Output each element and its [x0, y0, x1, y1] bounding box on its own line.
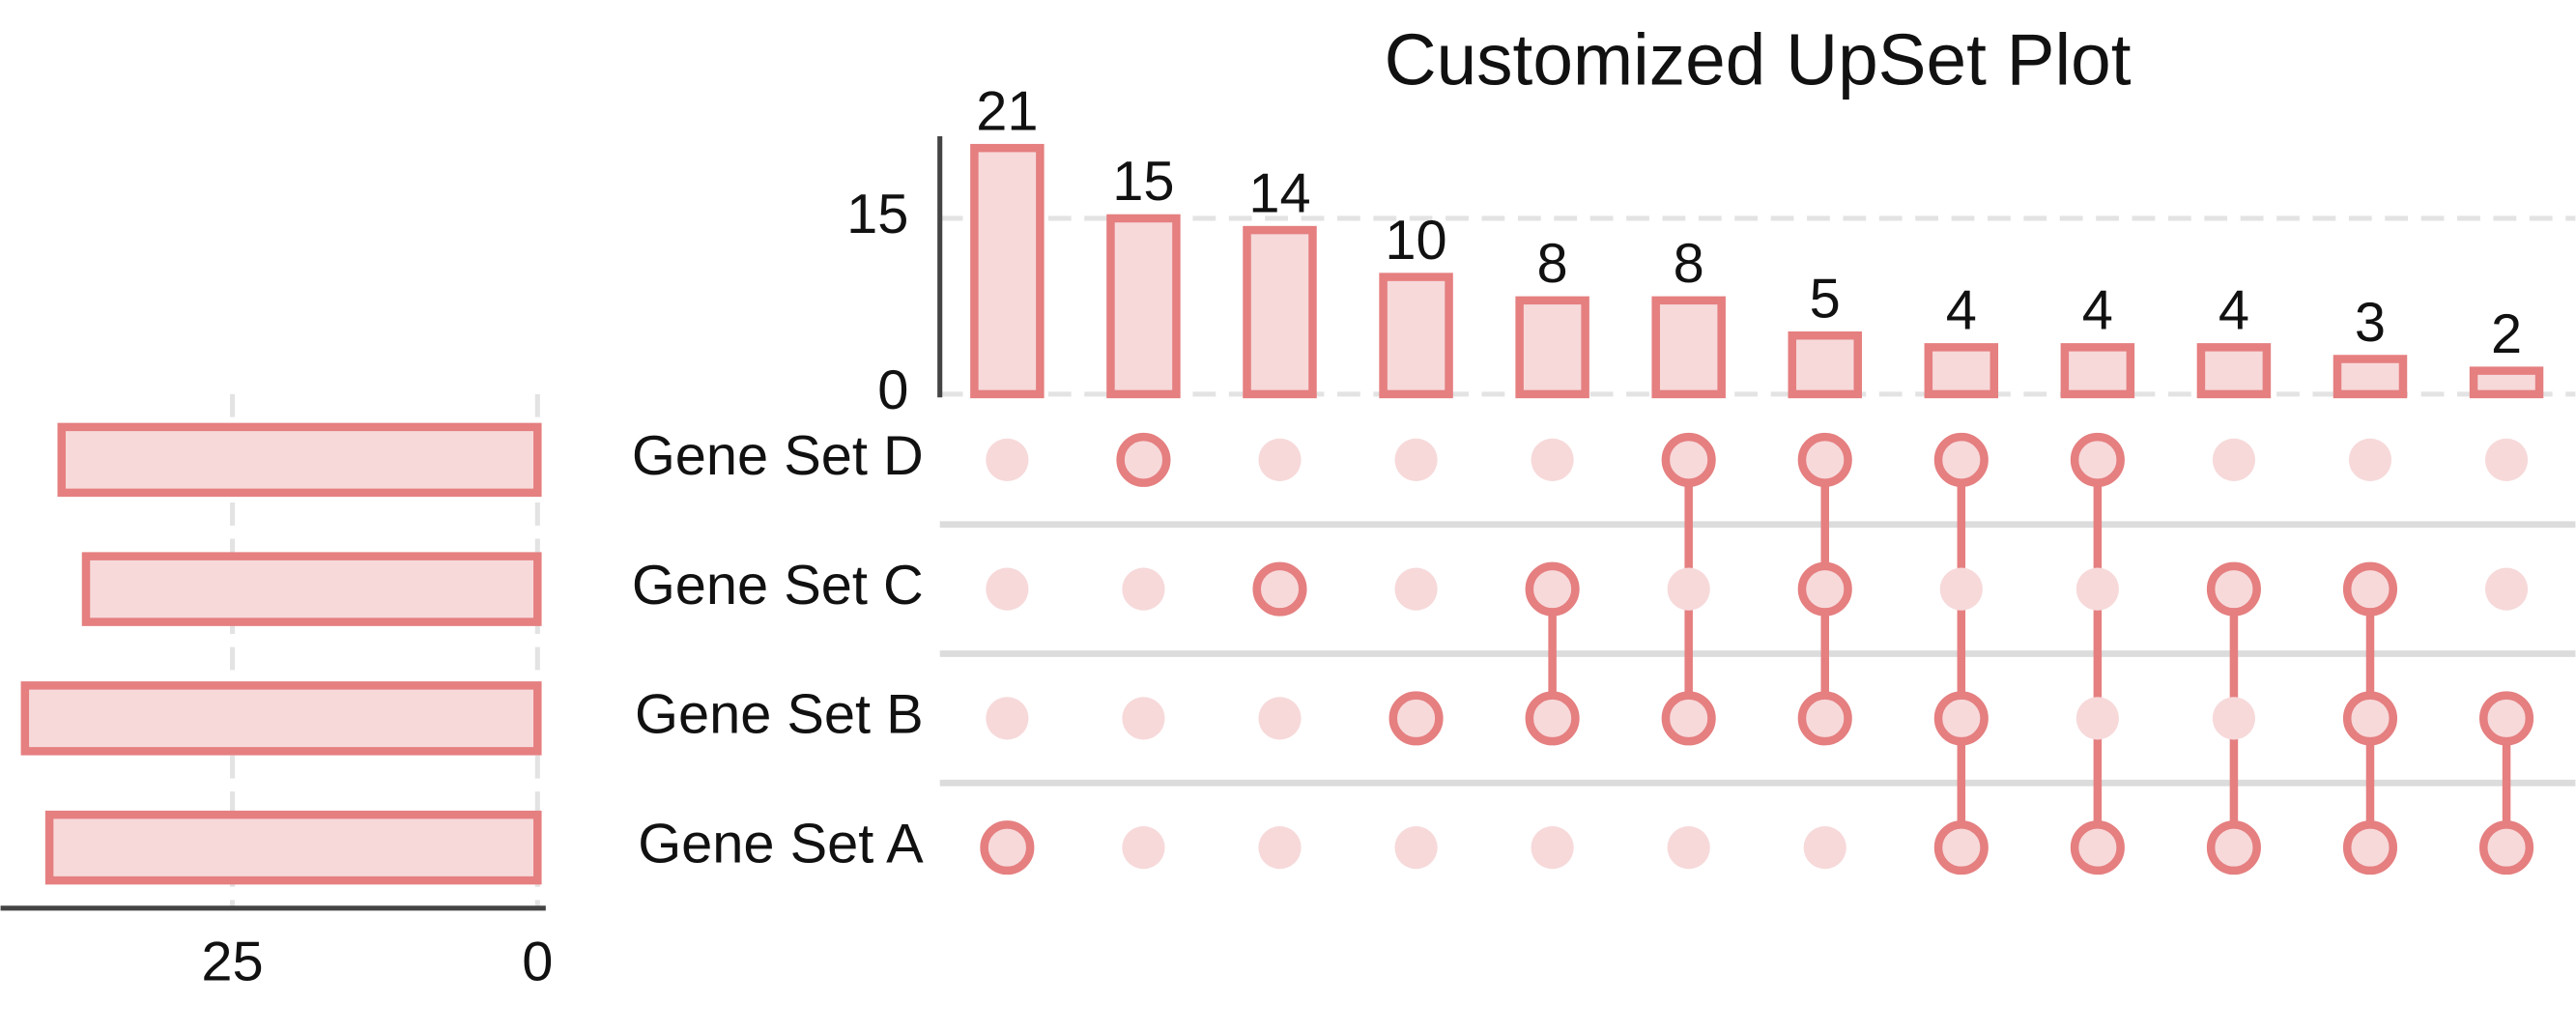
intersection-bar	[970, 143, 1045, 399]
membership-dot-active	[1388, 691, 1444, 746]
value-label: 4	[1946, 280, 1977, 342]
membership-dot	[1667, 826, 1710, 870]
y-tick-label: 0	[877, 359, 908, 421]
membership-dot-active	[2342, 691, 2398, 746]
set-size-bar	[44, 810, 542, 885]
membership-dot	[2484, 567, 2529, 611]
membership-dot-active	[2206, 561, 2261, 617]
membership-dot	[2075, 697, 2119, 740]
membership-dot-active	[1661, 432, 1716, 487]
value-label: 4	[2218, 280, 2249, 342]
membership-dot-active	[2479, 820, 2534, 875]
membership-dot-active	[2342, 561, 2398, 617]
membership-dot	[1531, 826, 1574, 870]
value-label: 10	[1385, 210, 1446, 272]
membership-dot	[1258, 438, 1302, 481]
membership-dot	[1394, 567, 1438, 611]
membership-dot-active	[1797, 691, 1852, 746]
intersection-bar	[2196, 343, 2272, 399]
membership-dot	[2212, 697, 2256, 740]
membership-dot	[1122, 826, 1165, 870]
membership-dot	[1531, 438, 1574, 481]
x-tick-label: 0	[522, 932, 553, 993]
membership-dot	[2075, 567, 2119, 611]
membership-dot-active	[1525, 561, 1580, 617]
membership-dot	[1939, 567, 1983, 611]
value-label: 8	[1674, 233, 1704, 295]
x-tick-label: 25	[201, 932, 263, 993]
membership-dot	[2348, 438, 2392, 481]
membership-dot-active	[1252, 561, 1307, 617]
value-label: 8	[1537, 233, 1568, 295]
membership-dot-active	[1933, 691, 1989, 746]
membership-dot-active	[1933, 820, 1989, 875]
chart-title: Customized UpSet Plot	[1385, 19, 2132, 100]
membership-dot-active	[2342, 820, 2398, 875]
membership-dot-active	[1116, 432, 1171, 487]
membership-dot	[2484, 438, 2529, 481]
value-label: 3	[2355, 292, 2386, 354]
membership-dot	[1122, 697, 1165, 740]
membership-dot-active	[1525, 691, 1580, 746]
membership-dot	[1394, 826, 1438, 870]
value-label: 21	[976, 80, 1038, 142]
intersection-bar	[1788, 330, 1862, 399]
intersection-bar	[2469, 366, 2544, 399]
membership-dot-active	[2479, 691, 2534, 746]
intersection-bar	[1243, 225, 1317, 399]
membership-dot	[1122, 567, 1165, 611]
set-size-bar	[81, 552, 542, 626]
membership-dot-active	[1797, 432, 1852, 487]
intersection-bar	[1106, 214, 1181, 399]
intersection-bar	[2333, 355, 2408, 399]
value-label: 4	[2082, 280, 2113, 342]
membership-dot-active	[1661, 691, 1716, 746]
membership-dot	[2212, 438, 2256, 481]
set-size-bar	[20, 681, 542, 756]
set-size-bar	[57, 422, 542, 498]
membership-dot	[1667, 567, 1710, 611]
membership-dot-active	[2206, 820, 2261, 875]
value-label: 5	[1810, 269, 1841, 330]
membership-dot-active	[1797, 561, 1852, 617]
membership-dot	[1258, 697, 1302, 740]
membership-dot	[1803, 826, 1846, 870]
membership-dot-active	[980, 820, 1035, 875]
value-label: 14	[1248, 162, 1310, 224]
y-tick-label: 15	[846, 184, 908, 245]
value-label: 2	[2491, 303, 2522, 365]
membership-dot-active	[2070, 820, 2125, 875]
set-label: Gene Set C	[632, 555, 924, 617]
intersection-bar	[1924, 343, 1999, 399]
membership-dot-active	[1933, 432, 1989, 487]
set-label: Gene Set D	[632, 425, 924, 487]
intersection-bar	[1515, 296, 1589, 399]
intersection-bar	[1379, 273, 1453, 399]
membership-dot-active	[2070, 432, 2125, 487]
intersection-bar	[2060, 343, 2135, 399]
set-label: Gene Set A	[638, 813, 924, 875]
value-label: 15	[1112, 151, 1174, 213]
membership-dot	[986, 438, 1029, 481]
set-label: Gene Set B	[635, 684, 924, 746]
membership-dot	[986, 697, 1029, 740]
intersection-bar	[1651, 296, 1726, 399]
membership-dot	[1258, 826, 1302, 870]
membership-dot	[986, 567, 1029, 611]
membership-dot	[1394, 438, 1438, 481]
